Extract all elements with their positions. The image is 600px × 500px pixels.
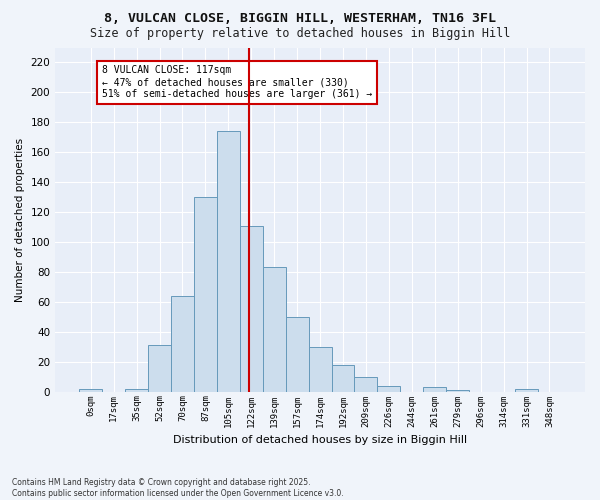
Text: 8 VULCAN CLOSE: 117sqm
← 47% of detached houses are smaller (330)
51% of semi-de: 8 VULCAN CLOSE: 117sqm ← 47% of detached… [102,66,373,98]
Bar [446,390,469,392]
Bar [286,317,308,392]
Y-axis label: Number of detached properties: Number of detached properties [15,138,25,302]
Bar [263,268,286,392]
Bar [423,387,446,392]
Bar [217,132,240,392]
Bar [79,388,102,392]
Bar [171,296,194,392]
Bar [125,388,148,392]
Bar [515,388,538,392]
Bar [332,364,355,392]
Bar [148,346,171,392]
Text: Size of property relative to detached houses in Biggin Hill: Size of property relative to detached ho… [90,28,510,40]
X-axis label: Distribution of detached houses by size in Biggin Hill: Distribution of detached houses by size … [173,435,467,445]
Bar [308,347,332,392]
Bar [194,197,217,392]
Bar [240,226,263,392]
Bar [355,376,377,392]
Bar [377,386,400,392]
Text: 8, VULCAN CLOSE, BIGGIN HILL, WESTERHAM, TN16 3FL: 8, VULCAN CLOSE, BIGGIN HILL, WESTERHAM,… [104,12,496,26]
Text: Contains HM Land Registry data © Crown copyright and database right 2025.
Contai: Contains HM Land Registry data © Crown c… [12,478,344,498]
